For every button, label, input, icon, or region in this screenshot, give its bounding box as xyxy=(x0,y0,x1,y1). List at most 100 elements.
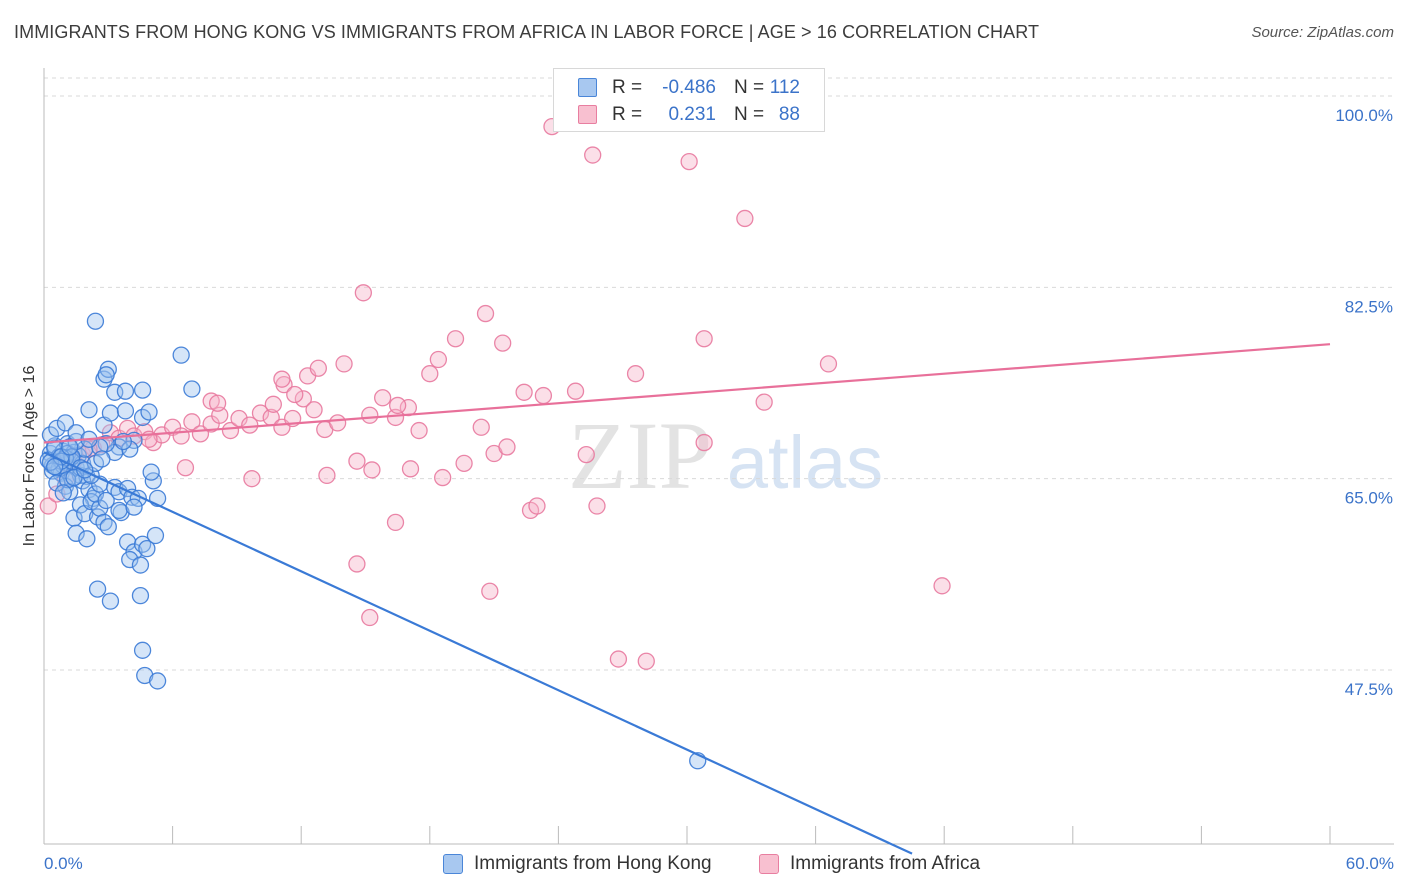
data-point-hong-kong xyxy=(131,556,150,574)
data-point-hong-kong xyxy=(116,382,135,400)
data-point-africa xyxy=(455,454,473,473)
data-point-hong-kong xyxy=(133,381,152,399)
y-tick-label: 100.0% xyxy=(1335,106,1393,125)
data-point-africa xyxy=(39,497,57,515)
data-point-hong-kong xyxy=(78,530,96,548)
r-label: R = xyxy=(612,104,643,125)
data-point-africa xyxy=(309,359,327,377)
data-point-hong-kong xyxy=(116,402,135,420)
trend-line-hong-kong xyxy=(43,451,913,855)
trend-lines xyxy=(43,343,1331,855)
data-point-hong-kong xyxy=(101,404,120,422)
r-value: -0.486 xyxy=(662,77,716,98)
data-point-hong-kong xyxy=(54,484,72,502)
data-point-africa xyxy=(208,394,227,412)
data-point-hong-kong xyxy=(148,672,167,690)
data-point-africa xyxy=(318,466,336,485)
y-tick-label: 47.5% xyxy=(1345,680,1393,699)
n-value: 88 xyxy=(778,104,800,125)
data-point-hong-kong xyxy=(121,550,139,569)
legend-label-hong-kong: Immigrants from Hong Kong xyxy=(474,853,712,874)
data-point-hong-kong xyxy=(80,401,98,419)
data-point-hong-kong xyxy=(86,312,105,330)
data-point-hong-kong xyxy=(138,539,156,558)
data-point-hong-kong xyxy=(71,496,90,514)
data-point-africa xyxy=(176,459,195,477)
data-point-hong-kong xyxy=(67,524,85,542)
data-point-africa xyxy=(755,393,773,411)
data-point-africa xyxy=(577,445,595,464)
data-point-hong-kong xyxy=(46,457,64,476)
data-point-africa xyxy=(361,608,379,627)
n-label: N = xyxy=(734,77,765,98)
data-point-africa xyxy=(251,404,270,422)
data-point-africa xyxy=(286,385,304,404)
gridlines xyxy=(44,77,1394,671)
data-point-hong-kong xyxy=(110,501,128,520)
data-point-africa xyxy=(498,438,516,456)
data-point-africa xyxy=(933,577,951,595)
legend-label-africa: Immigrants from Africa xyxy=(790,853,981,874)
data-point-africa xyxy=(221,421,240,440)
data-point-africa xyxy=(481,582,499,600)
data-point-africa xyxy=(429,350,448,369)
data-point-hong-kong xyxy=(61,438,79,456)
n-label: N = xyxy=(734,104,765,125)
data-point-africa xyxy=(202,392,220,410)
data-point-africa xyxy=(515,383,533,401)
data-point-hong-kong xyxy=(146,526,165,545)
y-tick-label: 65.0% xyxy=(1345,489,1393,508)
x-tick-label-min: 0.0% xyxy=(44,854,83,873)
y-tick-label: 82.5% xyxy=(1345,297,1393,316)
data-point-africa xyxy=(819,355,838,373)
n-value: 112 xyxy=(769,77,800,98)
data-point-hong-kong xyxy=(86,485,105,503)
data-point-hong-kong xyxy=(93,450,111,468)
data-point-africa xyxy=(736,209,754,228)
correlation-legend: R = -0.486 N = 112 R = 0.231 N = 88 xyxy=(553,68,825,132)
data-point-africa xyxy=(528,497,546,515)
data-point-africa xyxy=(354,284,373,302)
data-point-hong-kong xyxy=(183,380,201,398)
data-point-africa xyxy=(637,652,655,670)
data-point-africa xyxy=(680,152,698,171)
legend-row-africa: R = 0.231 N = 88 xyxy=(554,102,824,128)
data-point-africa xyxy=(494,334,512,352)
data-point-africa xyxy=(361,406,379,424)
legend-swatch-hong-kong xyxy=(578,78,597,97)
legend-swatch-africa xyxy=(578,105,597,124)
data-point-hong-kong xyxy=(48,419,66,438)
data-point-africa xyxy=(363,461,381,479)
data-point-hong-kong xyxy=(131,587,150,605)
data-point-hong-kong xyxy=(112,503,130,522)
data-point-africa xyxy=(588,497,606,515)
watermark-zip: ZIP xyxy=(568,402,712,509)
data-point-hong-kong xyxy=(97,491,115,510)
data-point-africa xyxy=(434,468,452,487)
data-point-africa xyxy=(294,390,312,408)
source-label: Source: ZipAtlas.com xyxy=(1251,24,1394,41)
data-point-africa xyxy=(388,396,407,415)
data-point-hong-kong xyxy=(88,580,107,598)
data-point-hong-kong xyxy=(58,471,77,489)
data-point-hong-kong xyxy=(136,666,154,685)
r-value: 0.231 xyxy=(668,104,716,125)
data-point-africa xyxy=(305,401,323,419)
data-point-africa xyxy=(328,414,347,432)
data-point-africa xyxy=(566,382,585,400)
data-point-africa xyxy=(401,460,420,478)
data-point-hong-kong xyxy=(125,498,143,516)
data-point-africa xyxy=(348,452,366,470)
data-point-africa xyxy=(695,433,713,452)
data-point-africa xyxy=(476,304,495,323)
series-legend: Immigrants from Hong Kong Immigrants fro… xyxy=(0,852,1406,878)
data-point-africa xyxy=(241,416,259,434)
trend-line-africa xyxy=(43,343,1331,444)
data-point-africa xyxy=(172,427,190,445)
legend-swatch-hong-kong xyxy=(443,854,463,874)
data-point-africa xyxy=(348,555,366,573)
data-point-hong-kong xyxy=(140,403,158,421)
watermark-atlas: atlas xyxy=(727,421,883,504)
data-point-africa xyxy=(264,395,282,413)
data-point-africa xyxy=(695,330,713,348)
